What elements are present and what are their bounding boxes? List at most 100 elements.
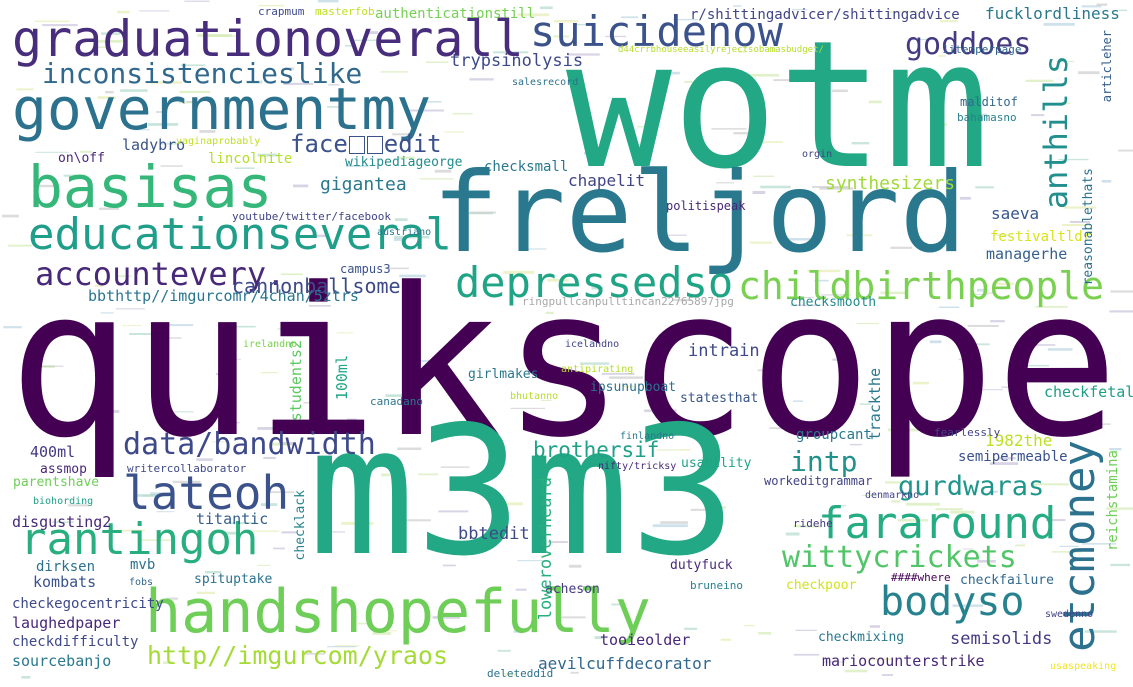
filler-speck [215, 372, 227, 376]
filler-speck [98, 207, 119, 210]
filler-speck [251, 530, 280, 532]
word-biohording: biohording [33, 496, 94, 507]
filler-speck [997, 457, 1016, 460]
filler-speck [34, 20, 70, 23]
filler-speck [432, 616, 460, 619]
filler-speck [163, 661, 174, 664]
filler-speck [284, 67, 295, 70]
word-saeva: saeva [991, 204, 1040, 223]
word-chapelit: chapelit [568, 171, 646, 190]
filler-speck [897, 519, 929, 522]
filler-speck [166, 324, 194, 327]
word-checkmixing: checkmixing [818, 630, 905, 645]
word-disgusting2: disgusting2 [12, 513, 112, 531]
filler-speck [16, 88, 34, 91]
word-m3m3: m3m3 [308, 388, 737, 595]
word-lateoh: lateoh [123, 466, 290, 520]
word-onoff: on\off [58, 151, 105, 166]
filler-speck [945, 189, 954, 192]
filler-speck [385, 394, 403, 397]
filler-speck [408, 109, 444, 112]
filler-speck [1078, 71, 1100, 75]
filler-speck [1031, 114, 1045, 117]
word-acheson: acheson [545, 582, 600, 597]
filler-speck [1001, 386, 1012, 388]
filler-speck [277, 328, 288, 330]
filler-speck [540, 399, 552, 401]
filler-speck [419, 178, 454, 180]
filler-speck [493, 51, 529, 54]
filler-speck [268, 491, 295, 494]
filler-speck [423, 101, 442, 103]
filler-speck [743, 624, 755, 627]
filler-speck [38, 365, 64, 367]
word-spituptake: spituptake [194, 572, 273, 587]
word-titantic: titantic [196, 510, 269, 528]
filler-speck [906, 502, 940, 506]
filler-speck [584, 152, 595, 155]
filler-speck [845, 669, 868, 673]
filler-speck [885, 481, 901, 484]
word-canadano: canadano [370, 395, 423, 408]
filler-speck [672, 19, 698, 21]
filler-speck [601, 372, 635, 375]
filler-speck [399, 274, 426, 278]
filler-speck [644, 409, 677, 413]
filler-speck [969, 294, 989, 296]
filler-speck [387, 630, 398, 632]
filler-speck [93, 39, 126, 43]
filler-speck [1095, 423, 1111, 425]
filler-speck [850, 443, 862, 446]
filler-speck [580, 362, 610, 365]
filler-speck [258, 4, 284, 7]
filler-speck [161, 143, 184, 145]
filler-speck [260, 372, 278, 374]
filler-speck [611, 603, 627, 606]
word-groupcant: groupcant [796, 427, 872, 443]
filler-speck [758, 632, 772, 635]
filler-speck [1096, 3, 1108, 6]
word-girlmakes: girlmakes [468, 367, 539, 382]
word-quikscope: quikscope [8, 245, 1119, 483]
filler-speck [117, 10, 130, 14]
word-bbtedit: bbtedit [458, 524, 530, 544]
filler-speck [819, 187, 854, 190]
filler-speck [733, 5, 742, 7]
word-orgin: orgin [802, 149, 833, 160]
filler-speck [851, 142, 870, 145]
filler-speck [591, 286, 603, 290]
filler-speck [380, 71, 408, 73]
word-goddoes: goddoes [905, 27, 1032, 62]
word-intp: intp [790, 445, 858, 478]
filler-speck [737, 50, 746, 53]
word-managerhe: managerhe [986, 245, 1068, 263]
word-brothersif: brothersif [533, 438, 660, 462]
word-ladybro: ladybro [122, 136, 186, 154]
filler-speck [1048, 348, 1073, 351]
filler-speck [260, 503, 278, 506]
filler-speck [887, 428, 919, 432]
filler-speck [122, 325, 142, 327]
filler-speck [832, 358, 856, 361]
word-checkegocentricity: checkegocentricity [12, 596, 164, 612]
filler-speck [1046, 519, 1066, 522]
word-politispeak: politispeak [666, 199, 746, 213]
filler-speck [558, 616, 586, 619]
filler-speck [257, 427, 291, 430]
word-gurdwaras: gurdwaras [898, 471, 1045, 502]
filler-speck [890, 246, 913, 249]
filler-speck [798, 428, 814, 431]
filler-speck [567, 53, 600, 56]
filler-speck [1059, 545, 1079, 547]
word-ringpull: ringpullcanpulltincan22765897jpg [522, 295, 734, 308]
filler-speck [711, 128, 747, 130]
filler-speck [1058, 158, 1089, 161]
word-denmarkno: denmarkno [865, 490, 920, 501]
filler-speck [950, 510, 975, 514]
word-campus3: campus3 [340, 262, 391, 276]
filler-speck [637, 126, 647, 128]
filler-speck [539, 555, 554, 557]
filler-speck [621, 16, 639, 19]
word-trypsinolysis: trypsinolysis [450, 51, 584, 71]
filler-speck [914, 75, 931, 77]
